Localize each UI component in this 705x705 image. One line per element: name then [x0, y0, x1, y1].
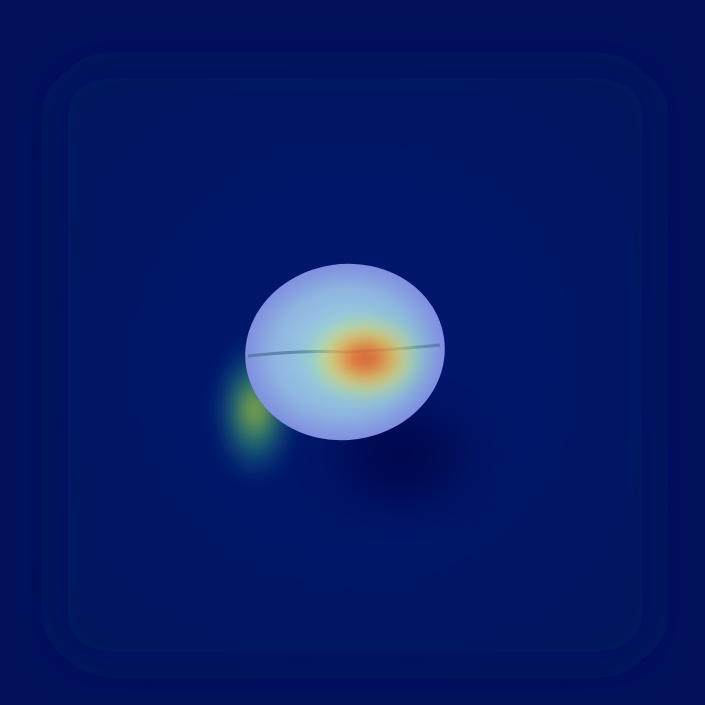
hot-region: [300, 310, 430, 406]
